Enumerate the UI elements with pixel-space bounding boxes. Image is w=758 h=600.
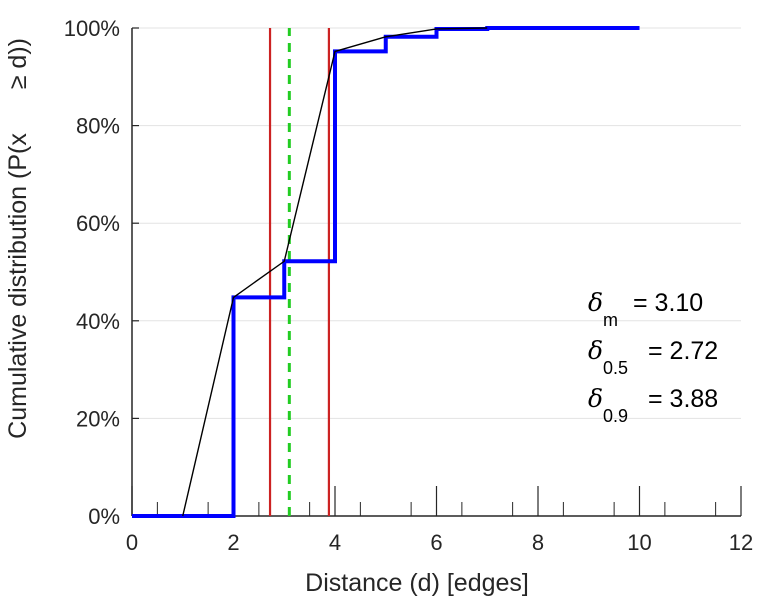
x-tick-label: 8: [532, 530, 544, 555]
y-axis-label: Cumulative distribution (P(x: [4, 133, 32, 439]
svg-text:0.9: 0.9: [603, 406, 628, 426]
x-tick-labels: 0 2 4 6 8 10 12: [126, 486, 753, 555]
x-tick-label: 0: [126, 530, 138, 555]
x-axis-label: Distance (d) [edges]: [305, 569, 529, 597]
svg-text:= 2.72: = 2.72: [648, 337, 718, 365]
svg-text:m: m: [603, 310, 618, 330]
y-tick-label: 100%: [64, 16, 120, 41]
reference-lines: [268, 28, 331, 516]
axes: [131, 28, 741, 517]
y-tick-labels: 0% 20% 40% 60% 80% 100%: [64, 16, 139, 529]
x-tick-label: 4: [329, 530, 341, 555]
x-tick-label: 10: [627, 530, 651, 555]
svg-text:0.5: 0.5: [603, 358, 628, 378]
y-tick-label: 0%: [88, 504, 120, 529]
series-0-step: [132, 26, 640, 518]
minor-ticks: [156, 502, 717, 516]
svg-text:δ: δ: [588, 384, 603, 413]
series-1-line: [182, 27, 488, 517]
series: [132, 26, 640, 518]
x-tick-label: 6: [430, 530, 442, 555]
x-tick-label: 12: [729, 530, 753, 555]
svg-text:δ: δ: [588, 288, 603, 317]
x-tick-label: 2: [227, 530, 239, 555]
stat-annotation-median: δ 0.5 = 2.72: [588, 336, 718, 378]
y-tick-label: 20%: [76, 406, 120, 431]
y-axis-label-suffix: ≥ d)): [4, 38, 32, 89]
svg-text:= 3.10: = 3.10: [633, 289, 703, 317]
y-tick-label: 80%: [76, 114, 120, 139]
svg-text:= 3.88: = 3.88: [648, 385, 718, 413]
svg-text:δ: δ: [588, 336, 603, 365]
stat-annotation-mean: δ m = 3.10: [588, 288, 703, 330]
y-tick-label: 40%: [76, 309, 120, 334]
y-tick-label: 60%: [76, 211, 120, 236]
stat-annotation-p90: δ 0.9 = 3.88: [588, 384, 718, 426]
